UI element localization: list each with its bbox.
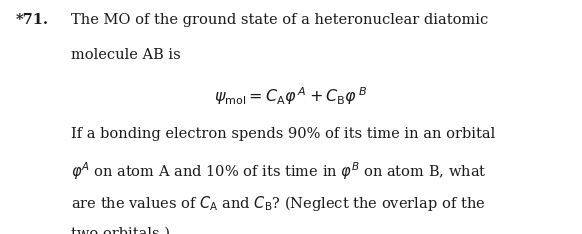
- Text: are the values of $C_{\mathrm{A}}$ and $C_{\mathrm{B}}$? (Neglect the overlap of: are the values of $C_{\mathrm{A}}$ and $…: [72, 194, 486, 213]
- Text: The MO of the ground state of a heteronuclear diatomic: The MO of the ground state of a heteronu…: [72, 13, 489, 27]
- Text: If a bonding electron spends 90% of its time in an orbital: If a bonding electron spends 90% of its …: [72, 127, 496, 141]
- Text: two orbitals.): two orbitals.): [72, 227, 171, 234]
- Text: *71.: *71.: [16, 13, 49, 27]
- Text: $\varphi^{A}$ on atom A and 10% of its time in $\varphi^{B}$ on atom B, what: $\varphi^{A}$ on atom A and 10% of its t…: [72, 161, 487, 182]
- Text: molecule AB is: molecule AB is: [72, 48, 181, 62]
- Text: $\psi_{\mathrm{mol}} = C_{\mathrm{A}}\varphi^{\,A} + C_{\mathrm{B}}\varphi^{\,B}: $\psi_{\mathrm{mol}} = C_{\mathrm{A}}\va…: [215, 85, 367, 107]
